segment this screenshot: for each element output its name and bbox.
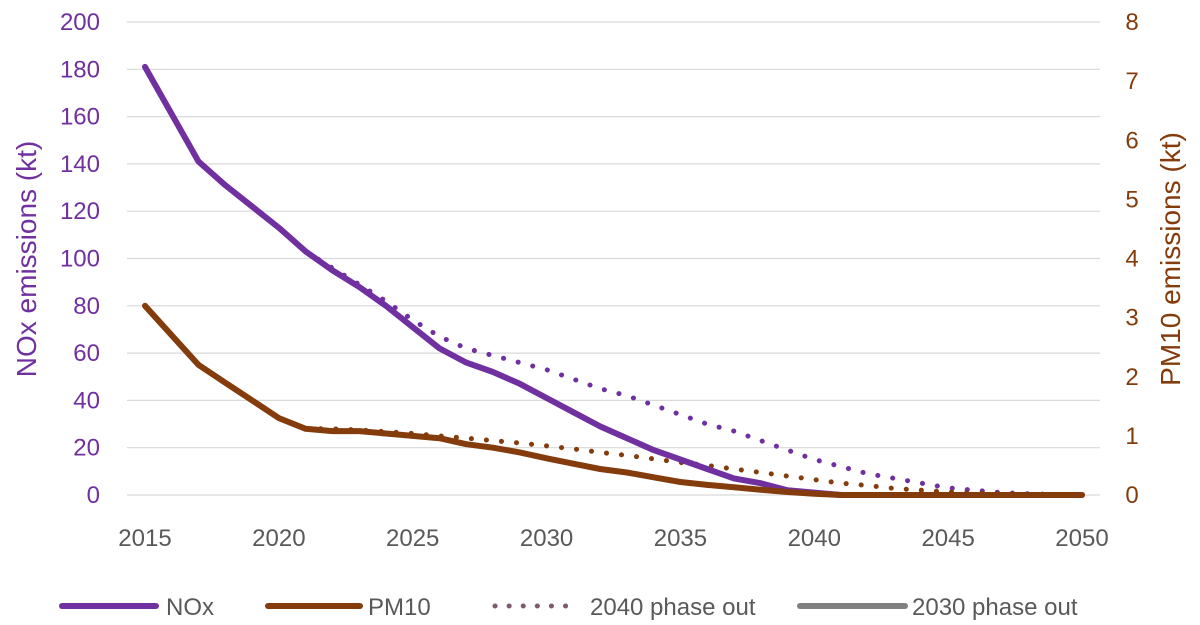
x-tick-label: 2035: [654, 525, 707, 552]
y-tick-label-left: 60: [73, 340, 100, 367]
y-tick-label-left: 200: [60, 9, 100, 36]
y-tick-label-left: 120: [60, 198, 100, 225]
legend-label: 2030 phase out: [912, 594, 1078, 621]
series-line-pm10-right: [142, 302, 1085, 498]
x-tick-label: 2020: [252, 525, 305, 552]
y-tick-label-right: 7: [1125, 68, 1138, 95]
tick-labels: 0204060801001201401601802000123456782015…: [60, 9, 1139, 552]
y-tick-label-left: 180: [60, 56, 100, 83]
y-tick-label-left: 20: [73, 435, 100, 462]
y-tick-label-right: 2: [1125, 364, 1138, 391]
x-tick-label: 2050: [1055, 525, 1108, 552]
y-axis-title-right: PM10 emissions (kt): [1155, 132, 1186, 386]
y-axis-title-left: NOx emissions (kt): [11, 141, 42, 377]
y-tick-label-left: 80: [73, 293, 100, 320]
y-tick-label-right: 0: [1125, 482, 1138, 509]
y-tick-label-right: 3: [1125, 305, 1138, 332]
series-line-nox-left: [142, 63, 1085, 498]
y-tick-label-right: 5: [1125, 186, 1138, 213]
x-tick-label: 2025: [386, 525, 439, 552]
x-tick-label: 2040: [788, 525, 841, 552]
legend-label: PM10: [368, 594, 431, 621]
legend-label: 2040 phase out: [590, 594, 756, 621]
y-tick-label-right: 8: [1125, 9, 1138, 36]
legend-label: NOx: [166, 594, 214, 621]
y-tick-label-right: 6: [1125, 127, 1138, 154]
legend: NOx PM10 2040 phase out 2030 phase out: [59, 594, 1078, 621]
x-tick-label: 2015: [118, 525, 171, 552]
y-tick-label-right: 1: [1125, 423, 1138, 450]
y-tick-label-left: 0: [87, 482, 100, 509]
x-tick-label: 2045: [921, 525, 974, 552]
y-tick-label-left: 140: [60, 151, 100, 178]
gridlines: [127, 21, 1100, 496]
y-tick-label-left: 160: [60, 104, 100, 131]
y-tick-label-left: 40: [73, 387, 100, 414]
y-tick-label-left: 100: [60, 246, 100, 273]
x-tick-label: 2030: [520, 525, 573, 552]
series-line-2040-phase-out-left: [303, 248, 1085, 498]
series-lines: [142, 63, 1085, 498]
y-tick-label-right: 4: [1125, 246, 1138, 273]
